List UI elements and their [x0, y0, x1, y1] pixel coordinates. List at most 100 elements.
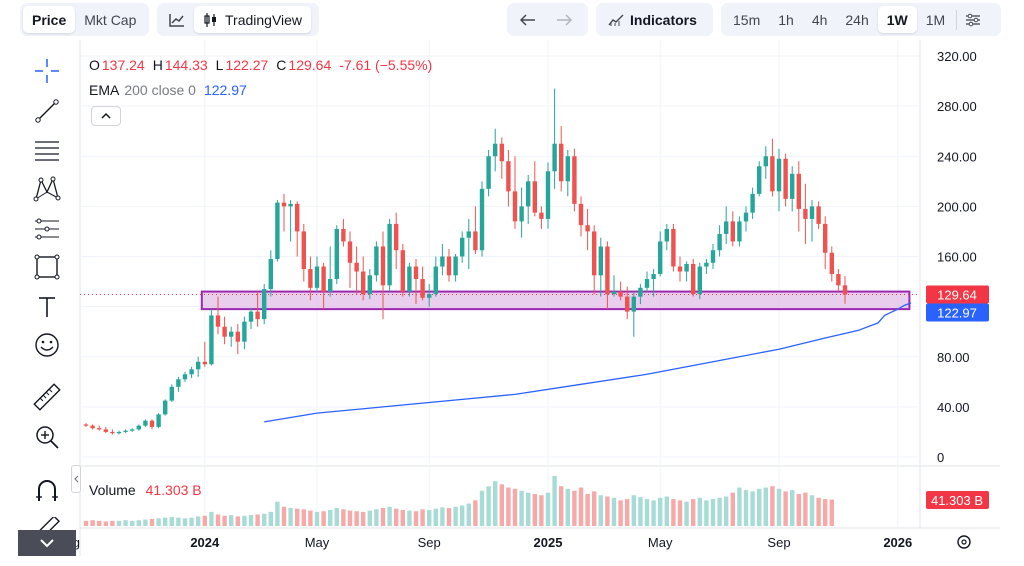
candle-body	[638, 287, 643, 297]
candle-body	[809, 206, 815, 219]
candle-body	[644, 279, 650, 288]
candle-body	[473, 231, 478, 251]
candle-body	[479, 188, 485, 251]
low-value: 122.27	[225, 57, 269, 73]
volume-bar	[572, 490, 577, 526]
volume-bar	[394, 508, 399, 526]
change-value: -7.61 (−5.55%)	[339, 57, 433, 73]
candle-body	[757, 166, 762, 194]
volume-bar	[420, 509, 425, 526]
interval-15m[interactable]: 15m	[733, 11, 761, 28]
candle-body	[182, 374, 188, 380]
interval-4h[interactable]: 4h	[811, 11, 828, 28]
undo-button[interactable]	[510, 6, 546, 33]
volume-bar	[493, 481, 498, 526]
trend-line-tool[interactable]	[28, 94, 66, 128]
redo-button[interactable]	[546, 6, 582, 33]
volume-bar	[149, 518, 155, 526]
ema-value: 122.97	[203, 82, 247, 98]
candle-body	[776, 158, 782, 192]
volume-legend: Volume 41.303 B	[89, 482, 202, 498]
candle-body	[631, 296, 636, 312]
volume-value: 41.303 B	[145, 482, 202, 498]
volume-bar	[598, 495, 603, 526]
candle-body	[565, 156, 570, 182]
volume-bar	[446, 508, 452, 526]
candle-body	[829, 252, 834, 275]
candles-icon	[204, 12, 216, 27]
candle-body	[842, 285, 848, 295]
volume-bar	[829, 499, 834, 526]
support-zone-rect	[200, 290, 911, 311]
text-tool[interactable]	[28, 290, 66, 324]
volume-bar	[229, 515, 234, 526]
volume-bar	[347, 510, 353, 526]
volume-bar	[367, 510, 372, 526]
y-tick-label: 200.00	[937, 199, 977, 214]
candle-body	[196, 361, 201, 370]
rectangle-tool[interactable]	[28, 250, 66, 284]
candle-body	[189, 369, 194, 375]
volume-bar	[638, 497, 643, 526]
mktcap-button[interactable]: Mkt Cap	[84, 11, 137, 28]
horizontal-lines-icon	[35, 141, 59, 161]
volume-bar	[189, 517, 194, 526]
candle-body	[328, 279, 333, 292]
line-chart-button[interactable]	[160, 6, 194, 33]
volume-bar	[110, 520, 115, 526]
volume-bar	[625, 499, 630, 526]
price-mktcap-toggle: Price Mkt Cap	[20, 3, 149, 36]
volume-bar	[281, 506, 287, 526]
ema-row[interactable]: EMA 200 close 0 122.97	[89, 80, 440, 100]
volume-bar	[97, 520, 102, 526]
candle-body	[110, 431, 115, 434]
candle-body	[308, 269, 313, 288]
volume-bar	[790, 490, 795, 526]
candle-body	[453, 256, 458, 276]
divider	[956, 9, 958, 30]
price-button[interactable]: Price	[23, 6, 76, 33]
y-tick-label: 240.00	[937, 149, 977, 164]
volume-bar	[301, 509, 306, 526]
zoom-tool[interactable]	[28, 420, 66, 454]
x-tick-label: May	[648, 535, 673, 550]
history-group	[507, 3, 588, 36]
emoji-tool[interactable]	[28, 328, 66, 362]
legend-collapse-button[interactable]	[91, 106, 121, 126]
volume-bar	[605, 496, 610, 526]
magnet-tool[interactable]	[28, 474, 66, 508]
candle-body	[446, 256, 452, 276]
candle-body	[532, 181, 537, 213]
crosshair-tool[interactable]	[28, 54, 66, 88]
volume-bar	[651, 500, 656, 526]
fib-tool[interactable]	[28, 134, 66, 168]
x-tick-label: 2026	[883, 535, 912, 550]
indicators-button[interactable]: Indicators	[599, 6, 706, 33]
more-tools-button[interactable]	[18, 530, 76, 556]
ema-label: EMA	[89, 82, 120, 98]
candle-body	[202, 361, 207, 365]
axes: 320.00280.00240.00200.00160.00120.0080.0…	[66, 49, 989, 550]
chart-settings-button[interactable]	[959, 6, 987, 33]
interval-1w[interactable]: 1W	[877, 6, 917, 33]
volume-bar	[169, 517, 174, 526]
interval-1m[interactable]: 1M	[925, 11, 946, 28]
interval-24h[interactable]: 24h	[845, 11, 869, 28]
collapse-toolbar-button[interactable]	[71, 465, 81, 493]
volume-bar	[407, 510, 412, 526]
candle-body	[592, 231, 597, 276]
arrow-right-icon	[557, 13, 572, 26]
volume-bar	[308, 510, 313, 526]
interval-1h[interactable]: 1h	[778, 11, 794, 28]
measure-tool[interactable]	[28, 380, 66, 414]
projection-tool[interactable]	[28, 212, 66, 246]
tradingview-button[interactable]: TradingView	[194, 6, 312, 33]
candle-body	[677, 266, 683, 272]
candle-body	[611, 291, 617, 295]
pattern-tool[interactable]	[28, 172, 66, 206]
volume-bar	[328, 509, 333, 526]
volume-bar	[222, 515, 227, 526]
candle-body	[130, 429, 135, 431]
candle-body	[262, 289, 267, 320]
